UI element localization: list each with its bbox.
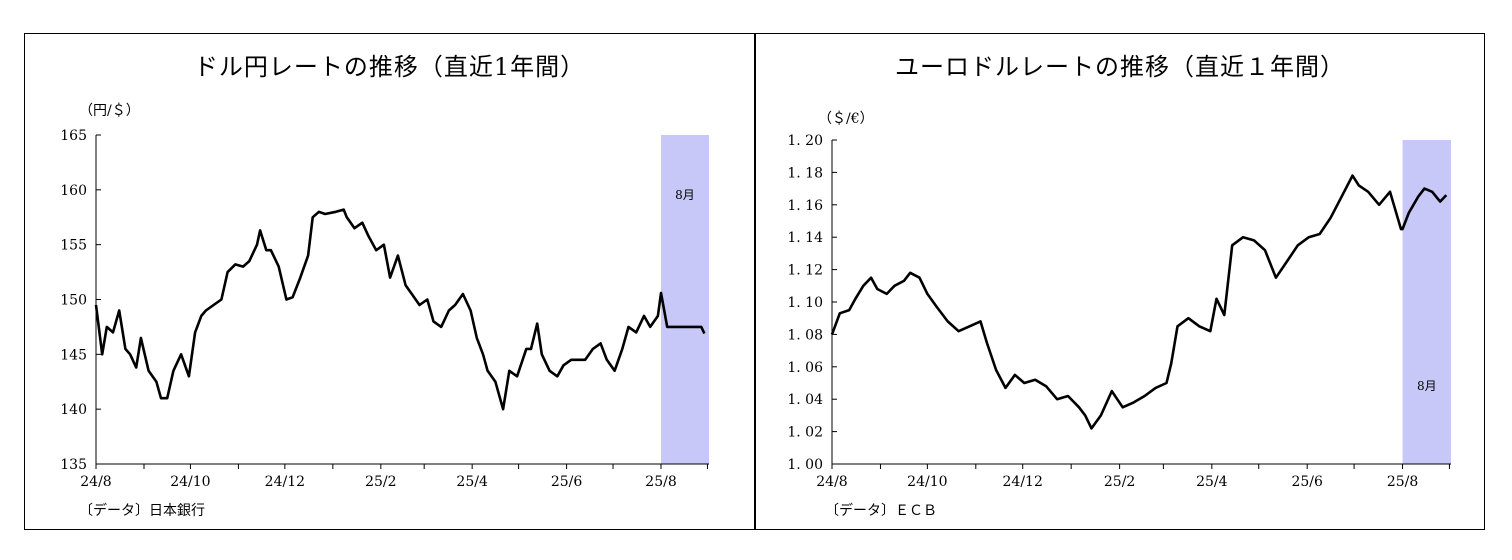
eurusd-line-chart: 8月 1. 00 1. 02 1. 04 1. 06 1. 08 1. 10 1. 12 1. …: [787, 133, 1451, 490]
x-tick-label: 25/8: [645, 474, 676, 490]
y-tick-label: 145: [60, 347, 87, 363]
x-tick-label: 25/4: [1196, 474, 1228, 490]
y-tick-label: 1. 14: [787, 230, 823, 246]
highlight-label: 8月: [675, 188, 695, 202]
data-source: 〔データ〕ＥＣＢ: [825, 503, 937, 519]
eurusd-chart-panel: ユーロドルレートの推移（直近１年間） （＄/€） 〔データ〕ＥＣＢ 8月 1. 0…: [755, 33, 1485, 530]
x-tick-label: 24/10: [907, 474, 947, 490]
y-tick-label: 165: [60, 128, 87, 144]
rate-series-line: [94, 208, 706, 411]
highlight-band: [1402, 140, 1451, 464]
y-tick-label: 1. 20: [787, 133, 823, 149]
y-tick-label: 1. 06: [787, 360, 823, 376]
x-tick-label: 24/10: [170, 474, 210, 490]
y-tick-label: 140: [60, 402, 87, 418]
x-tick-label: 25/8: [1387, 474, 1418, 490]
x-tick-label: 25/2: [1104, 474, 1135, 490]
x-tick-label: 24/8: [80, 474, 111, 490]
rate-series-line: [830, 174, 1448, 430]
usdjpy-line-chart: 8月 135 140 145 150 155 160 165 24/8 24/10 24/12 25/…: [60, 128, 709, 490]
highlight-band: [661, 135, 709, 464]
data-source: 〔データ〕日本銀行: [79, 503, 205, 519]
y-tick-label: 1. 12: [787, 263, 823, 279]
chart-title: ドル円レートの推移（直近1年間）: [193, 53, 586, 81]
y-tick-label: 1. 18: [787, 165, 823, 181]
x-tick-label: 25/2: [365, 474, 396, 490]
y-tick-label: 1. 16: [787, 198, 823, 214]
y-tick-label: 1. 04: [787, 392, 823, 408]
y-tick-label: 1. 08: [787, 327, 823, 343]
x-tick-label: 24/12: [265, 474, 305, 490]
x-tick-label: 25/4: [456, 474, 488, 490]
y-tick-label: 1. 02: [787, 425, 823, 441]
highlight-label: 8月: [1417, 379, 1437, 393]
x-tick-label: 25/6: [1291, 474, 1323, 490]
y-tick-label: 1. 10: [787, 295, 823, 311]
y-axis-unit: （円/＄）: [79, 103, 140, 119]
y-tick-label: 150: [60, 293, 87, 309]
y-tick-label: 155: [60, 238, 87, 254]
y-axis-unit: （＄/€）: [818, 111, 874, 127]
y-tick-label: 135: [60, 457, 87, 473]
x-tick-label: 24/8: [816, 474, 847, 490]
x-tick-label: 25/6: [551, 474, 583, 490]
usdjpy-chart-panel: ドル円レートの推移（直近1年間） （円/＄） 〔データ〕日本銀行 8月 135 14…: [24, 33, 755, 530]
y-tick-label: 1. 00: [787, 457, 823, 473]
y-tick-label: 160: [60, 183, 87, 199]
chart-title: ユーロドルレートの推移（直近１年間）: [895, 53, 1345, 81]
x-tick-label: 24/12: [1003, 474, 1043, 490]
